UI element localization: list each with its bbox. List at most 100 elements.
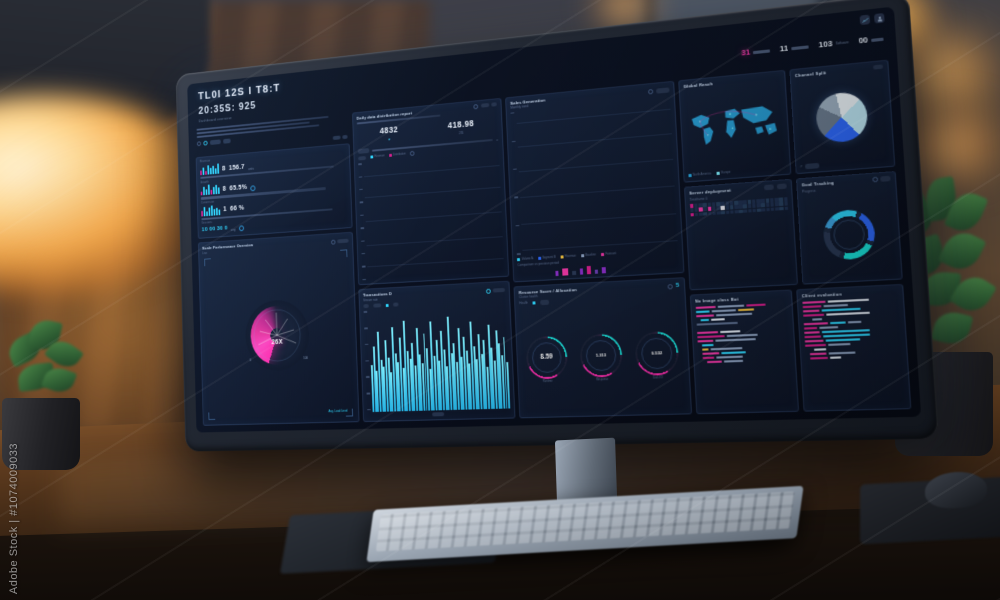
chart-icon[interactable] bbox=[859, 14, 871, 26]
mini-gauge-item[interactable]: 8.59 Runtime bbox=[525, 335, 569, 384]
amber-bar-chart[interactable] bbox=[358, 150, 504, 282]
mini-gauge-row: 8.59 Runtime 1.313 bbox=[520, 300, 687, 414]
bars-series bbox=[694, 280, 792, 286]
kpi-prefix: 1 bbox=[223, 206, 227, 214]
scrollbar-handle[interactable] bbox=[431, 411, 444, 417]
select-dropdown[interactable] bbox=[357, 148, 370, 154]
legend-button[interactable] bbox=[540, 299, 550, 305]
range-selector[interactable] bbox=[492, 287, 506, 293]
waveform-bars bbox=[369, 303, 511, 412]
kpi-status-ring bbox=[238, 225, 244, 232]
header-stat-label: Software bbox=[835, 40, 849, 46]
distribution-card: Daily data distribution report bbox=[352, 97, 510, 286]
more-menu[interactable] bbox=[872, 64, 884, 71]
search-icon[interactable] bbox=[871, 176, 878, 183]
dashboard-body: Revenue 8 bbox=[195, 59, 912, 426]
goal-tracking-card: Goal Tracking Progress bbox=[795, 170, 903, 285]
gauge-footer: Avg. Load Level bbox=[328, 408, 348, 414]
legend-toggle-icon[interactable] bbox=[410, 151, 415, 157]
header-stat-label bbox=[791, 44, 810, 50]
header-stat[interactable]: 103 Software bbox=[818, 37, 849, 51]
filter-button[interactable] bbox=[880, 175, 891, 182]
header-stat-value: 103 bbox=[818, 38, 833, 50]
filter-icon[interactable] bbox=[203, 140, 208, 146]
transactions-waveform[interactable] bbox=[363, 303, 511, 412]
reset-button[interactable] bbox=[764, 184, 775, 190]
kpi-value: 156.7 bbox=[228, 163, 245, 172]
mini-gauge-caption: Runtime bbox=[542, 379, 553, 384]
more-menu[interactable] bbox=[491, 102, 498, 108]
kpi-unit: avg bbox=[230, 227, 236, 232]
header-stat[interactable]: 11 bbox=[780, 41, 810, 55]
gauge-min: 0 bbox=[249, 358, 252, 363]
metric-a-trend: ▾ bbox=[388, 137, 391, 143]
performance-gauge[interactable]: 26X 0 100 Avg. Load Level bbox=[202, 247, 355, 422]
kpi-value: 65.5% bbox=[229, 184, 248, 193]
brand-block: TL0I 12S I T8:T 20:35S: 925 Dashboard ov… bbox=[198, 82, 281, 124]
tab-revenue[interactable]: Revenue bbox=[370, 153, 385, 159]
legend-item: Revenue bbox=[560, 253, 576, 259]
play-icon[interactable] bbox=[485, 288, 491, 294]
kpi-unit: units bbox=[248, 166, 254, 171]
kpi-sparkline bbox=[201, 205, 221, 217]
user-icon[interactable] bbox=[874, 12, 885, 24]
metric-a-value: 4832 bbox=[379, 124, 399, 136]
transactions-card: Transactions D Stream rate bbox=[358, 280, 516, 423]
sales-generation-card: Sales Generation Monthly trend bbox=[505, 80, 685, 282]
card-badge: 5 bbox=[675, 282, 680, 290]
refresh-icon[interactable] bbox=[473, 103, 479, 110]
channel-split-card: Channel Split ⌐ bbox=[789, 59, 896, 174]
header-stat-value: 11 bbox=[779, 43, 789, 54]
header-stat[interactable]: 31 bbox=[741, 45, 771, 58]
kpi-value: 66 % bbox=[229, 205, 245, 213]
kpi-list-card: Revenue 8 bbox=[195, 143, 353, 240]
gauge-max: 100 bbox=[303, 356, 308, 361]
chevron-down-icon[interactable]: ⌄ bbox=[495, 136, 499, 142]
pie-chart[interactable] bbox=[814, 90, 869, 144]
tab-distribution[interactable]: Distribution bbox=[388, 151, 406, 158]
refresh-icon[interactable] bbox=[196, 141, 202, 147]
card-title: Goal Tracking bbox=[801, 179, 835, 188]
metric-b-sub: 235 bbox=[458, 130, 464, 136]
code-lines bbox=[695, 301, 793, 409]
time-badge[interactable] bbox=[655, 87, 670, 94]
column-right: Global Reach bbox=[677, 59, 912, 415]
refresh-icon[interactable] bbox=[667, 283, 674, 290]
export-button[interactable] bbox=[337, 238, 349, 244]
gauge-ticks bbox=[250, 305, 305, 366]
card-subtitle: Stream rate bbox=[363, 297, 378, 303]
kpi-sparkline bbox=[200, 184, 220, 196]
metric-b-value: 418.98 bbox=[447, 117, 475, 130]
code-panel-left[interactable]: No Image class Bot bbox=[689, 289, 799, 415]
header-stat-label bbox=[753, 48, 771, 54]
legend-item: Baseline bbox=[580, 252, 596, 258]
gauge-card: Scale Performance Overview Live bbox=[197, 231, 360, 426]
mini-gauge-item[interactable]: 0.532 Disk I/O bbox=[634, 330, 680, 381]
stock-watermark: Adobe Stock | #1074009033 bbox=[8, 442, 20, 594]
monitor-bezel: TL0I 12S I T8:T 20:35S: 925 Dashboard ov… bbox=[175, 0, 939, 452]
deployment-bar-chart[interactable] bbox=[691, 212, 793, 286]
monitor: TL0I 12S I T8:T 20:35S: 925 Dashboard ov… bbox=[135, 0, 939, 544]
kpi-sparkline bbox=[200, 163, 219, 176]
monitor-screen[interactable]: TL0I 12S I T8:T 20:35S: 925 Dashboard ov… bbox=[187, 6, 922, 433]
kpi-prefix: 8 bbox=[222, 165, 226, 173]
code-panel-right[interactable]: Client evaluation bbox=[795, 283, 912, 412]
goal-donut-chart[interactable] bbox=[802, 190, 896, 280]
sales-bar-chart[interactable] bbox=[510, 97, 678, 256]
header-stat-value: 31 bbox=[741, 47, 751, 58]
settings-icon[interactable] bbox=[330, 239, 336, 245]
view-toggle[interactable] bbox=[480, 102, 490, 109]
plot-area bbox=[516, 97, 678, 256]
mini-gauge-item[interactable]: 1.313 Response bbox=[579, 333, 624, 382]
resource-score-card: Resource Score / Allocation Cluster heal… bbox=[513, 276, 692, 419]
data-button[interactable] bbox=[776, 183, 787, 189]
mini-gauge-caption: Response bbox=[596, 377, 609, 382]
mini-gauge-caption: Disk I/O bbox=[653, 376, 664, 380]
mini-gauge-value: 8.59 bbox=[540, 352, 553, 361]
mini-gauge-value: 1.313 bbox=[595, 352, 607, 358]
clock-icon[interactable] bbox=[648, 88, 654, 95]
header-stat[interactable]: 00 bbox=[858, 33, 884, 46]
world-map[interactable] bbox=[684, 82, 786, 172]
tab-all[interactable] bbox=[358, 155, 367, 161]
